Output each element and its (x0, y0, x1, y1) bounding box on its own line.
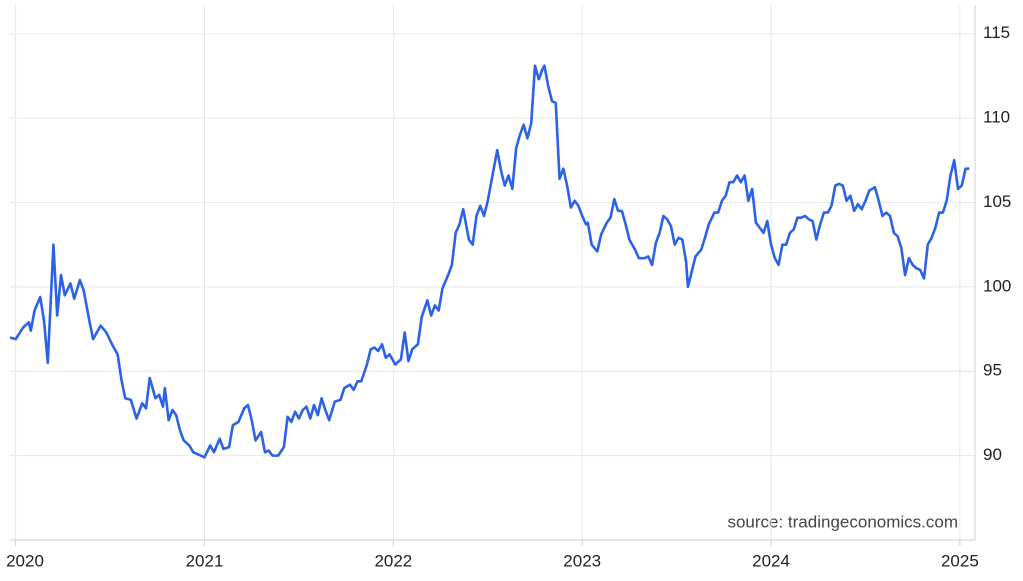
x-tick-label: 2021 (186, 551, 224, 570)
y-tick-label: 100 (983, 276, 1011, 295)
x-tick-label: 2024 (752, 551, 790, 570)
y-tick-label: 115 (983, 23, 1010, 42)
x-tick-label: 2022 (374, 551, 412, 570)
y-tick-label: 110 (983, 108, 1010, 127)
y-tick-label: 95 (983, 361, 1002, 380)
data-line (9, 64, 970, 459)
x-tick-label: 2020 (6, 551, 44, 570)
y-tick-label: 90 (983, 445, 1002, 464)
source-annotation: source: tradingeconomics.com (727, 512, 958, 531)
y-tick-label: 105 (983, 192, 1011, 211)
x-tick-label: 2025 (941, 551, 979, 570)
x-tick-label: 2023 (563, 551, 601, 570)
